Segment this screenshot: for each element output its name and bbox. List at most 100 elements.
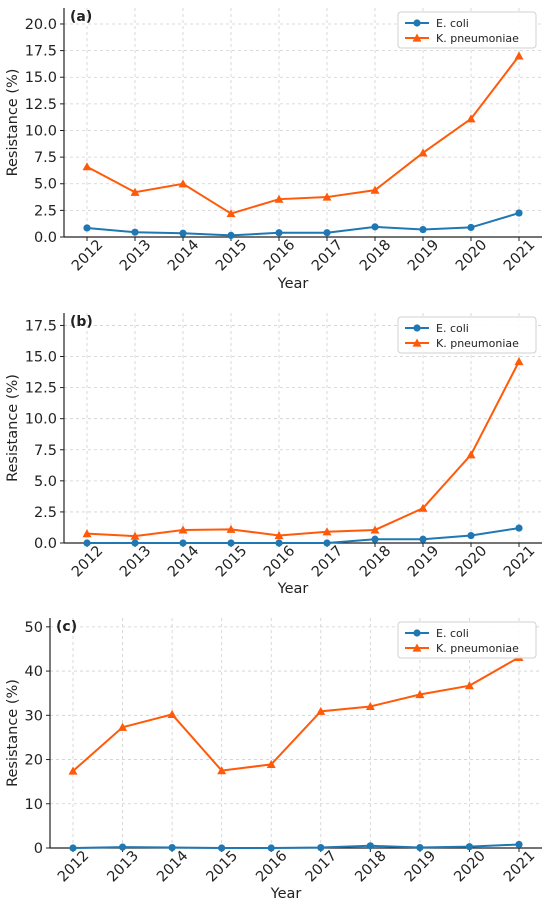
legend-marker	[412, 338, 422, 347]
data-point	[274, 531, 284, 540]
legend-box	[397, 316, 537, 354]
y-tick-label: 2.5	[34, 505, 57, 521]
legend-item: K. pneumoniae	[405, 32, 519, 45]
x-tick-label: 2018	[357, 543, 394, 580]
y-tick-label: 15.0	[25, 350, 57, 366]
y-tick-label: 20	[25, 753, 43, 769]
x-tick-label: 2016	[253, 848, 290, 885]
data-point	[365, 701, 375, 711]
series-e-coli	[69, 840, 523, 852]
x-axis-label: Year	[277, 581, 309, 597]
x-tick-label: 2017	[309, 543, 346, 580]
series-e-coli	[83, 209, 523, 240]
y-axis-label: Resistance (%)	[5, 679, 21, 787]
x-tick-label: 2016	[261, 543, 298, 580]
x-tick-label: 2020	[453, 237, 490, 274]
legend-item: K. pneumoniae	[405, 337, 519, 350]
x-tick-label: 2019	[402, 848, 439, 885]
grid	[64, 8, 542, 238]
y-axis-label: Resistance (%)	[5, 374, 21, 482]
data-point	[322, 192, 332, 201]
y-tick-label: 12.5	[25, 97, 57, 113]
data-point	[466, 114, 476, 123]
legend-label: K. pneumoniae	[436, 32, 519, 45]
legend-label: E. coli	[436, 17, 469, 30]
series-e-coli	[83, 524, 523, 547]
x-tick-label: 2013	[117, 543, 154, 580]
data-point	[83, 224, 91, 232]
x-tick-label: 2021	[501, 543, 538, 580]
series-line	[72, 656, 520, 772]
legend-label: K. pneumoniae	[436, 642, 519, 655]
data-point	[227, 539, 235, 547]
data-point	[131, 228, 139, 236]
data-point	[226, 524, 236, 533]
data-point	[515, 209, 523, 217]
data-point	[179, 539, 187, 547]
x-tick-label: 2012	[55, 848, 92, 885]
data-point	[68, 766, 78, 775]
data-point	[82, 529, 92, 538]
x-tick-label: 2015	[213, 543, 250, 580]
data-point	[267, 844, 275, 852]
data-point	[371, 223, 379, 231]
data-point	[370, 525, 380, 534]
legend: E. coli K. pneumoniae	[397, 621, 537, 659]
y-tick-label: 0.0	[34, 230, 57, 246]
data-point	[322, 527, 332, 536]
y-tick-label: 0.0	[34, 536, 57, 552]
y-tick-label: 2.5	[34, 203, 57, 219]
series-line	[86, 212, 520, 237]
y-tick-label: 17.5	[25, 44, 57, 60]
data-point	[226, 209, 236, 218]
y-tick-label: 10	[25, 797, 43, 813]
data-point	[274, 194, 284, 203]
data-point	[419, 535, 427, 543]
data-point	[317, 843, 325, 852]
panel-label: (c)	[56, 619, 77, 635]
y-tick-label: 7.5	[34, 150, 57, 166]
x-tick-label: 2021	[501, 237, 538, 274]
y-tick-label: 5.0	[34, 177, 57, 193]
y-tick-label: 7.5	[34, 443, 57, 459]
panel-label: (b)	[70, 314, 93, 330]
legend-marker	[412, 33, 422, 42]
x-tick-label: 2020	[453, 543, 490, 580]
y-tick-label: 5.0	[34, 474, 57, 490]
legend-label: E. coli	[436, 322, 469, 335]
x-tick-label: 2017	[303, 848, 340, 885]
x-axis-label: Year	[270, 886, 302, 902]
data-point	[82, 162, 92, 171]
y-tick-label: 17.5	[25, 318, 57, 334]
data-point	[370, 185, 380, 194]
data-point	[227, 231, 235, 240]
x-tick-label: 2013	[117, 237, 154, 274]
data-point	[465, 843, 474, 851]
data-point	[323, 229, 331, 237]
series-line	[86, 55, 520, 215]
y-tick-label: 40	[25, 664, 43, 680]
data-point	[418, 148, 428, 157]
legend-item: E. coli	[405, 322, 469, 335]
data-point	[514, 356, 524, 366]
x-tick-label: 2015	[213, 237, 250, 274]
x-tick-label: 2018	[352, 848, 389, 885]
x-axis-label: Year	[277, 276, 309, 292]
legend-label: E. coli	[436, 627, 469, 640]
data-point	[130, 531, 140, 540]
y-tick-label: 20.0	[25, 17, 57, 33]
legend-marker	[413, 19, 421, 27]
series-line	[86, 361, 520, 538]
series-line	[87, 527, 520, 544]
series-k-pneumoniae	[68, 652, 524, 775]
data-point	[466, 450, 476, 459]
x-tick-label: 2014	[165, 543, 202, 580]
y-axis-label: Resistance (%)	[5, 69, 21, 177]
y-tick-label: 10.0	[25, 412, 57, 428]
data-point	[179, 229, 187, 237]
data-point	[118, 722, 128, 731]
data-point	[275, 539, 283, 547]
legend-box	[397, 11, 537, 49]
legend: E. coli K. pneumoniae	[397, 11, 537, 49]
